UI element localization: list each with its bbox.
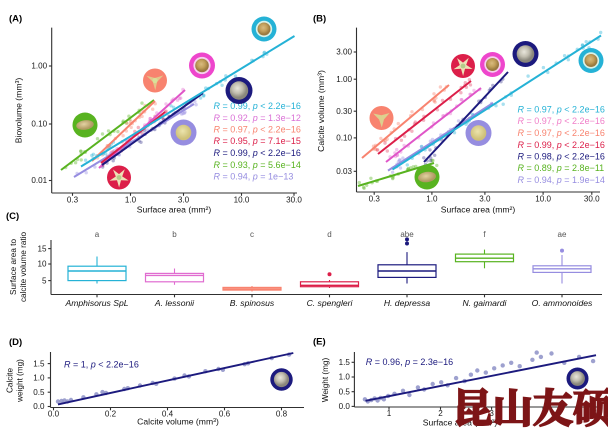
svg-text:0.6: 0.6: [219, 410, 231, 419]
svg-text:R = 0.94, p = 1e−13: R = 0.94, p = 1e−13: [214, 172, 294, 182]
svg-text:Surface area to: Surface area to: [9, 239, 18, 295]
svg-text:10: 10: [37, 260, 47, 269]
svg-text:0.2: 0.2: [105, 410, 117, 419]
svg-text:0.01: 0.01: [31, 176, 47, 185]
svg-text:f: f: [483, 230, 486, 239]
svg-text:Calcite volume (mm³): Calcite volume (mm³): [316, 70, 326, 152]
svg-text:0.0: 0.0: [33, 402, 45, 411]
svg-text:2: 2: [438, 409, 443, 418]
svg-text:0.30: 0.30: [336, 107, 352, 116]
svg-text:1.0: 1.0: [426, 195, 438, 204]
svg-text:R = 0.89, p = 2.8e−11: R = 0.89, p = 2.8e−11: [518, 163, 605, 173]
svg-text:O. ammonoides: O. ammonoides: [532, 298, 593, 308]
svg-text:1.5: 1.5: [33, 359, 45, 368]
svg-text:0.10: 0.10: [336, 134, 352, 143]
svg-text:(D): (D): [9, 337, 22, 348]
svg-text:R = 0.95, p = 7.1e−15: R = 0.95, p = 7.1e−15: [214, 136, 301, 146]
svg-text:R = 0.97, p < 2.2e−16: R = 0.97, p < 2.2e−16: [214, 125, 301, 135]
svg-text:c: c: [250, 230, 254, 239]
svg-text:3.00: 3.00: [336, 48, 352, 57]
svg-text:0.10: 0.10: [31, 120, 47, 129]
svg-text:10.0: 10.0: [234, 196, 250, 205]
svg-text:Biovolume (mm³): Biovolume (mm³): [14, 78, 24, 144]
svg-text:d: d: [327, 230, 331, 239]
svg-text:R = 0.97, p < 2.2e−16: R = 0.97, p < 2.2e−16: [518, 128, 605, 138]
svg-text:0.5: 0.5: [33, 388, 45, 397]
svg-text:R = 0.96, p = 2.3e−16: R = 0.96, p = 2.3e−16: [366, 357, 453, 367]
svg-text:1: 1: [387, 409, 392, 418]
svg-text:(E): (E): [313, 337, 326, 348]
svg-text:0.4: 0.4: [162, 410, 174, 419]
svg-text:3: 3: [489, 409, 494, 418]
svg-text:0.5: 0.5: [339, 387, 351, 396]
svg-text:R = 0.99, p < 2.2e−16: R = 0.99, p < 2.2e−16: [214, 101, 301, 111]
svg-text:B. spinosus: B. spinosus: [230, 298, 275, 308]
svg-text:1.0: 1.0: [339, 373, 351, 382]
svg-text:ae: ae: [558, 230, 567, 239]
svg-text:0.8: 0.8: [276, 410, 288, 419]
svg-text:H. depressa: H. depressa: [384, 298, 431, 308]
svg-text:N. gaimardi: N. gaimardi: [463, 298, 508, 308]
svg-text:Amphisorus SpL: Amphisorus SpL: [64, 298, 128, 308]
svg-text:1.00: 1.00: [31, 62, 47, 71]
svg-text:30.0: 30.0: [286, 196, 302, 205]
svg-text:(C): (C): [6, 211, 19, 222]
svg-text:Weight (mg): Weight (mg): [321, 358, 330, 403]
svg-text:0.3: 0.3: [67, 196, 79, 205]
svg-text:abe: abe: [400, 230, 414, 239]
svg-text:30.0: 30.0: [584, 195, 600, 204]
svg-text:C. spengleri: C. spengleri: [307, 298, 354, 308]
svg-text:5: 5: [42, 276, 47, 285]
svg-text:Surface area (mm²): Surface area (mm²): [137, 205, 212, 215]
svg-text:1.5: 1.5: [339, 358, 351, 367]
svg-text:Surface area (mm²): Surface area (mm²): [441, 205, 516, 215]
svg-text:0.03: 0.03: [336, 167, 352, 176]
svg-text:R = 0.99, p < 2.2e−16: R = 0.99, p < 2.2e−16: [214, 148, 301, 158]
svg-text:Calcite volume (mm³): Calcite volume (mm³): [137, 417, 219, 427]
svg-text:R = 0.93, p = 5.6e−14: R = 0.93, p = 5.6e−14: [214, 160, 301, 170]
svg-text:R = 1, p < 2.2e−16: R = 1, p < 2.2e−16: [64, 360, 139, 370]
svg-text:b: b: [172, 230, 177, 239]
svg-text:R = 0.92, p = 1.3e−12: R = 0.92, p = 1.3e−12: [214, 113, 301, 123]
svg-text:3.0: 3.0: [479, 195, 491, 204]
svg-text:15: 15: [37, 244, 47, 253]
svg-text:R = 0.99, p < 2.2e−16: R = 0.99, p < 2.2e−16: [518, 140, 605, 150]
svg-text:3.0: 3.0: [178, 196, 190, 205]
svg-text:(A): (A): [9, 14, 22, 25]
svg-text:0.3: 0.3: [369, 195, 381, 204]
svg-text:a: a: [95, 230, 100, 239]
svg-text:0.0: 0.0: [48, 410, 60, 419]
svg-text:weight (mg): weight (mg): [16, 359, 25, 403]
svg-text:R = 0.94, p = 1.9e−14: R = 0.94, p = 1.9e−14: [518, 175, 605, 185]
svg-text:R = 0.97, p < 2.2e−16: R = 0.97, p < 2.2e−16: [518, 105, 605, 115]
svg-text:Calcite: Calcite: [6, 368, 15, 393]
svg-text:1.00: 1.00: [336, 75, 352, 84]
svg-text:calcite volume ratio: calcite volume ratio: [19, 232, 28, 303]
svg-text:1.0: 1.0: [33, 374, 45, 383]
svg-text:1.0: 1.0: [125, 196, 137, 205]
svg-text:A. lessonii: A. lessonii: [154, 298, 195, 308]
svg-text:(B): (B): [313, 14, 326, 25]
svg-text:R = 0.97, p < 2.2e−16: R = 0.97, p < 2.2e−16: [518, 116, 605, 126]
svg-text:R = 0.98, p < 2.2e−16: R = 0.98, p < 2.2e−16: [518, 152, 605, 162]
svg-text:10.0: 10.0: [535, 195, 551, 204]
svg-text:0.0: 0.0: [339, 402, 351, 411]
